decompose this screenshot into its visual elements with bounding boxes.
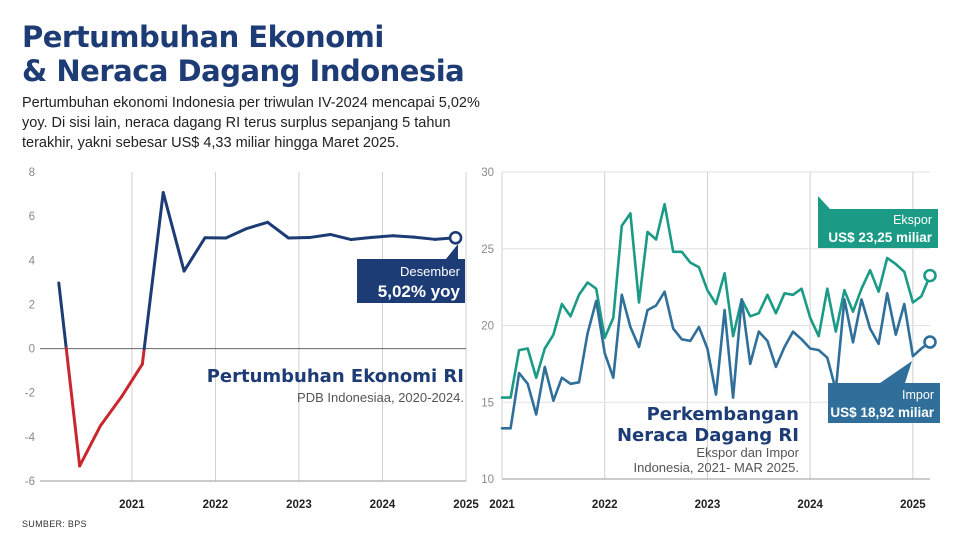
gdp-segment-9 <box>245 220 270 231</box>
gdp-xtick-2021: 2021 <box>119 499 145 511</box>
page-title: Pertumbuhan Ekonomi & Neraca Dagang Indo… <box>22 20 465 88</box>
gdp-segment-6 <box>182 236 207 273</box>
gdp-ytick-2: 2 <box>29 299 35 311</box>
trade-chart-title-1: Perkembangan <box>647 404 799 425</box>
trade-chart-subtitle-1: Ekspor dan Impor <box>696 445 799 460</box>
gdp-segment-4b <box>142 191 165 351</box>
gdp-annotation: Desember 5,02% yoy <box>357 244 465 303</box>
trade-xtick-2025: 2025 <box>900 499 926 511</box>
gdp-xtick-2024: 2024 <box>370 499 396 511</box>
gdp-ytick-0: 0 <box>29 344 35 356</box>
trade-xtick-2024: 2024 <box>797 499 823 511</box>
trade-ytick-20: 20 <box>481 321 494 333</box>
gdp-ytick--6: -6 <box>25 476 35 488</box>
gdp-endpoint-marker <box>448 230 463 245</box>
gdp-annotation-label: Desember <box>400 264 461 279</box>
page-subtitle: Pertumbuhan ekonomi Indonesia per triwul… <box>22 95 480 151</box>
gdp-ytick--2: -2 <box>25 388 35 400</box>
gdp-segment-0b <box>64 347 82 468</box>
trade-ytick-30: 30 <box>481 167 494 179</box>
gdp-xtick-2023: 2023 <box>286 499 312 511</box>
trade-xtick-2022: 2022 <box>592 499 618 511</box>
import-line <box>500 290 932 430</box>
export-annotation: Ekspor US$ 23,25 miliar <box>818 196 938 248</box>
gdp-segment-8 <box>224 227 249 240</box>
source-note: SUMBER: BPS <box>22 519 87 529</box>
gdp-segment-17 <box>412 235 437 241</box>
gdp-segment-0a <box>57 281 68 351</box>
gdp-segment-4a <box>140 347 146 366</box>
trade-ytick-25: 25 <box>481 244 494 256</box>
import-line-endpoint <box>923 335 937 349</box>
trade-chart-subtitle-2: Indonesia, 2021- MAR 2025. <box>634 460 800 475</box>
trade-xtick-2021: 2021 <box>489 499 515 511</box>
trade-xtick-2023: 2023 <box>695 499 721 511</box>
title-line-2: & Neraca Dagang Indonesia <box>22 54 465 88</box>
gdp-segment-13 <box>328 232 353 242</box>
trade-ytick-10: 10 <box>481 474 494 486</box>
gdp-chart-subtitle: PDB Indonesiaa, 2020-2024. <box>297 390 464 405</box>
gdp-segment-15 <box>370 234 395 239</box>
gdp-segment-3 <box>119 362 144 399</box>
export-annotation-value: US$ 23,25 miliar <box>828 230 932 245</box>
gdp-ytick-4: 4 <box>29 255 36 267</box>
gdp-segment-1 <box>78 424 103 468</box>
export-line-endpoint <box>923 268 937 283</box>
gdp-segment-14 <box>349 235 374 242</box>
gdp-segment-12 <box>307 232 332 240</box>
trade-chart-title-2: Neraca Dagang RI <box>617 425 799 446</box>
gdp-segment-2 <box>99 395 123 428</box>
gdp-ytick--4: -4 <box>25 432 36 444</box>
gdp-chart-title: Pertumbuhan Ekonomi RI <box>207 366 464 387</box>
title-line-1: Pertumbuhan Ekonomi <box>22 20 384 54</box>
import-annotation: Impor US$ 18,92 miliar <box>828 361 940 423</box>
gdp-segment-16 <box>391 234 416 239</box>
gdp-segment-10 <box>266 220 290 240</box>
export-annotation-label: Ekspor <box>893 213 932 227</box>
trade-ytick-15: 15 <box>481 397 494 409</box>
gdp-xtick-2025: 2025 <box>453 499 479 511</box>
export-line <box>500 202 932 399</box>
gdp-segment-5 <box>161 191 186 273</box>
gdp-xtick-2022: 2022 <box>203 499 229 511</box>
gdp-ytick-8: 8 <box>29 167 35 179</box>
import-annotation-value: US$ 18,92 miliar <box>830 405 934 420</box>
gdp-ytick-6: 6 <box>29 211 35 223</box>
import-annotation-label: Impor <box>902 388 934 402</box>
gdp-annotation-value: 5,02% yoy <box>378 282 461 301</box>
